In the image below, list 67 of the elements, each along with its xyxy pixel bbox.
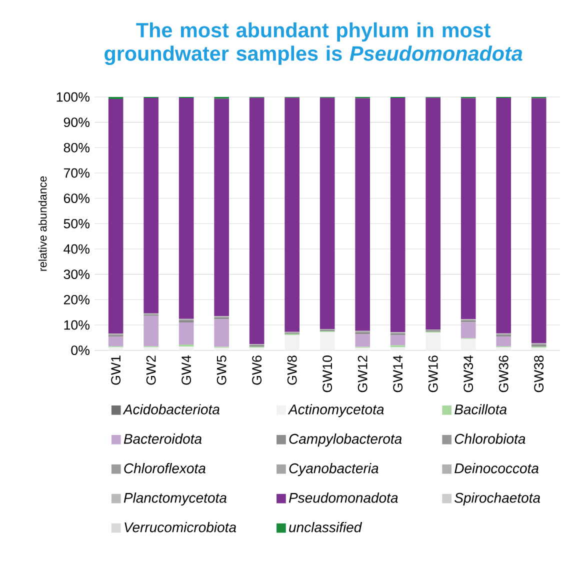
- bar: [496, 336, 512, 346]
- x-tick-label: GW4: [182, 355, 192, 385]
- x-tick-label: GW16: [428, 356, 438, 392]
- legend-label: Pseudomonadota: [288, 492, 398, 503]
- bar: [355, 334, 370, 347]
- y-tick-label: 10%: [64, 320, 90, 330]
- bar: [178, 98, 194, 319]
- legend-label: Deinococcota: [454, 463, 538, 474]
- x-tick-label: GW14: [393, 355, 403, 392]
- bar: [460, 322, 476, 338]
- bar: [144, 98, 158, 314]
- y-tick-label: 50%: [64, 218, 90, 228]
- y-tick-label: 0%: [71, 346, 90, 356]
- legend-label: Planctomycetota: [124, 492, 226, 506]
- x-tick-label: GW6: [252, 356, 262, 385]
- bar: [390, 98, 406, 332]
- bar: [320, 98, 335, 330]
- x-tick-label: GW8: [287, 356, 297, 385]
- chart-title: The most abundant phylum in most groundwater samples is Pseudomonadota: [104, 22, 522, 65]
- bar: [144, 316, 158, 346]
- bar: [214, 319, 229, 347]
- bar: [214, 98, 229, 316]
- y-tick-label: 60%: [64, 194, 90, 204]
- y-tick-label: 40%: [64, 244, 90, 254]
- legend-label: Bacillota: [454, 404, 507, 414]
- legend-label: Campylobacterota: [289, 434, 402, 447]
- legend-label: Cyanobacteria: [289, 463, 378, 476]
- bar: [178, 322, 194, 345]
- x-tick-label: GW10: [322, 356, 332, 392]
- x-tick-label: GW5: [216, 356, 226, 385]
- bar: [284, 98, 300, 332]
- bar: [178, 346, 194, 350]
- legend-label: Acidobacteriota: [122, 404, 220, 414]
- legend-label: Chloroflexota: [124, 463, 206, 474]
- bar: [249, 98, 264, 344]
- y-axis-title: relative abundance: [38, 176, 47, 271]
- bar: [108, 99, 124, 334]
- y-tick-label: 90%: [64, 118, 90, 128]
- x-tick-label: GW36: [498, 356, 508, 392]
- x-tick-label: GW1: [111, 356, 121, 385]
- bar: [108, 96, 124, 100]
- legend-label: Actinomycetota: [288, 404, 384, 418]
- bar: [390, 335, 406, 346]
- bar: [426, 98, 440, 330]
- x-tick-label: GW2: [146, 356, 156, 385]
- bar: [460, 338, 476, 350]
- y-tick-label: 80%: [64, 142, 90, 152]
- bar: [320, 332, 335, 350]
- legend-label: Spirochaetota: [454, 492, 540, 506]
- bar: [531, 98, 546, 344]
- legend-label: Chlorobiota: [454, 434, 526, 444]
- x-tick-label: GW34: [464, 355, 474, 392]
- legend-label: Bacteroidota: [124, 434, 202, 444]
- y-tick-label: 20%: [64, 294, 90, 304]
- bar: [355, 98, 370, 331]
- y-tick-label: 70%: [64, 168, 90, 178]
- bar: [108, 336, 124, 346]
- x-tick-label: GW12: [358, 356, 368, 392]
- bar: [284, 335, 300, 350]
- x-tick-label: GW38: [534, 356, 544, 392]
- bar: [496, 98, 512, 334]
- y-tick-label: 30%: [64, 270, 90, 280]
- bar: [460, 98, 476, 320]
- legend-label: Verrucomicrobiota: [124, 522, 236, 532]
- bar: [426, 332, 440, 350]
- y-tick-label: 100%: [56, 92, 90, 102]
- legend-label: unclassified: [289, 522, 362, 532]
